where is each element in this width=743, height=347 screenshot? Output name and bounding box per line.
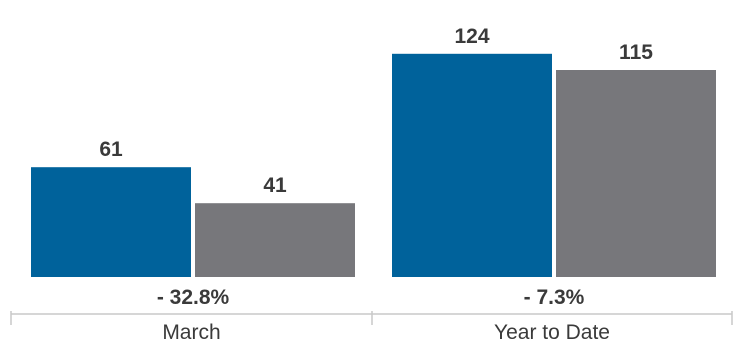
x-tick-label: Year to Date — [494, 321, 610, 344]
change-label: - 32.8% — [157, 286, 230, 309]
data-label: 61 — [99, 138, 123, 161]
data-label: 115 — [619, 41, 653, 64]
bar-march-series-2 — [195, 203, 355, 277]
change-label: - 7.3% — [524, 286, 585, 309]
bar-year-to-date-series-2 — [556, 70, 716, 277]
data-label: 124 — [454, 25, 489, 48]
bar-year-to-date-series-1 — [392, 53, 552, 277]
data-label: 41 — [263, 174, 287, 197]
bar-march-series-1 — [31, 167, 191, 277]
x-tick-label: March — [162, 321, 220, 344]
